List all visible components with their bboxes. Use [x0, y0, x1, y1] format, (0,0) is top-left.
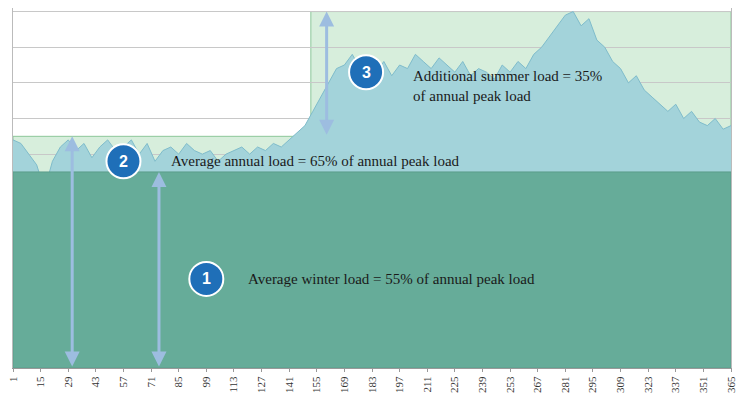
- svg-text:141: 141: [283, 376, 295, 393]
- svg-text:Average winter load = 55% of a: Average winter load = 55% of annual peak…: [248, 271, 535, 287]
- svg-text:351: 351: [697, 376, 709, 393]
- svg-text:267: 267: [531, 376, 543, 393]
- svg-text:169: 169: [338, 376, 350, 393]
- svg-text:127: 127: [255, 376, 267, 393]
- svg-text:323: 323: [642, 376, 654, 393]
- svg-text:211: 211: [421, 376, 433, 392]
- svg-text:15: 15: [34, 376, 46, 388]
- svg-text:183: 183: [366, 376, 378, 393]
- svg-text:253: 253: [504, 376, 516, 393]
- svg-text:1: 1: [7, 376, 19, 382]
- svg-text:Additional summer load = 35%of: Additional summer load = 35%of annual pe…: [413, 68, 602, 104]
- svg-text:309: 309: [614, 376, 626, 393]
- svg-text:57: 57: [117, 376, 129, 388]
- svg-text:Average annual load = 65% of a: Average annual load = 65% of annual peak…: [171, 153, 460, 169]
- svg-text:3: 3: [362, 64, 371, 81]
- svg-text:155: 155: [310, 376, 322, 393]
- svg-text:337: 337: [669, 376, 681, 393]
- svg-text:99: 99: [200, 376, 212, 388]
- svg-text:1: 1: [202, 270, 211, 287]
- svg-text:71: 71: [145, 376, 157, 387]
- svg-text:281: 281: [559, 376, 571, 393]
- svg-text:365: 365: [725, 376, 737, 393]
- svg-text:225: 225: [448, 376, 460, 393]
- svg-text:197: 197: [393, 376, 405, 393]
- svg-text:295: 295: [586, 376, 598, 393]
- svg-text:113: 113: [227, 376, 239, 393]
- svg-text:85: 85: [172, 376, 184, 388]
- svg-text:2: 2: [119, 153, 128, 170]
- svg-text:43: 43: [89, 376, 101, 388]
- svg-text:29: 29: [62, 376, 74, 388]
- svg-text:239: 239: [476, 376, 488, 393]
